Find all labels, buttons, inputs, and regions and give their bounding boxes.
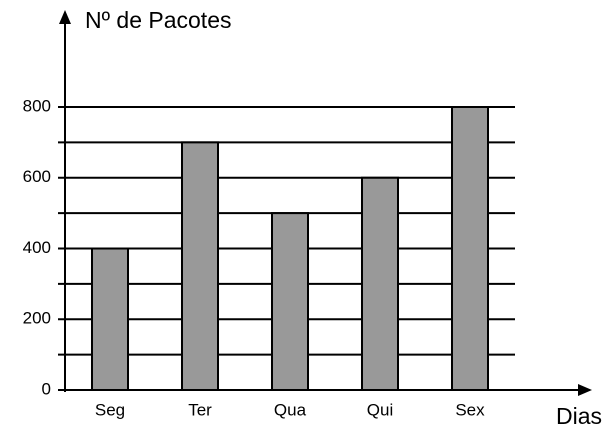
bar (451, 106, 489, 391)
bar (181, 141, 219, 391)
y-tick-label: 800 (23, 96, 51, 115)
y-axis-arrow (59, 10, 71, 24)
x-tick-label: Ter (188, 400, 212, 419)
x-axis-arrow (578, 384, 592, 396)
bar (91, 247, 129, 391)
x-axis-label: Dias (556, 403, 602, 429)
x-tick-label: Qui (367, 400, 393, 419)
y-tick-label: 0 (42, 379, 51, 398)
y-tick-label: 200 (23, 309, 51, 328)
bar (361, 176, 399, 391)
chart-title: Nº de Pacotes (85, 7, 231, 33)
y-tick-label: 400 (23, 238, 51, 257)
y-tick-label: 600 (23, 167, 51, 186)
x-tick-label: Seg (95, 400, 125, 419)
x-tick-label: Qua (274, 400, 307, 419)
bar (271, 212, 309, 391)
x-tick-label: Sex (455, 400, 485, 419)
